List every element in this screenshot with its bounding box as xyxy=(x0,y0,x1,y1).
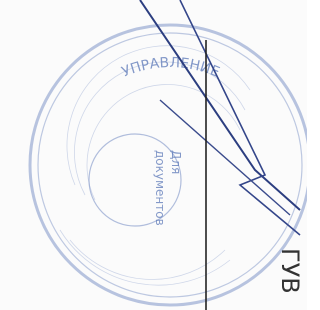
stamp-center-line: Для xyxy=(169,150,183,174)
stamp-center-line: документов xyxy=(153,150,167,226)
page: УПРАВЛЕНИЕ Для документов ГУВ (() => { c… xyxy=(0,0,307,310)
side-text: ГУВ xyxy=(276,248,304,294)
scan: УПРАВЛЕНИЕ Для документов ГУВ xyxy=(0,0,307,310)
